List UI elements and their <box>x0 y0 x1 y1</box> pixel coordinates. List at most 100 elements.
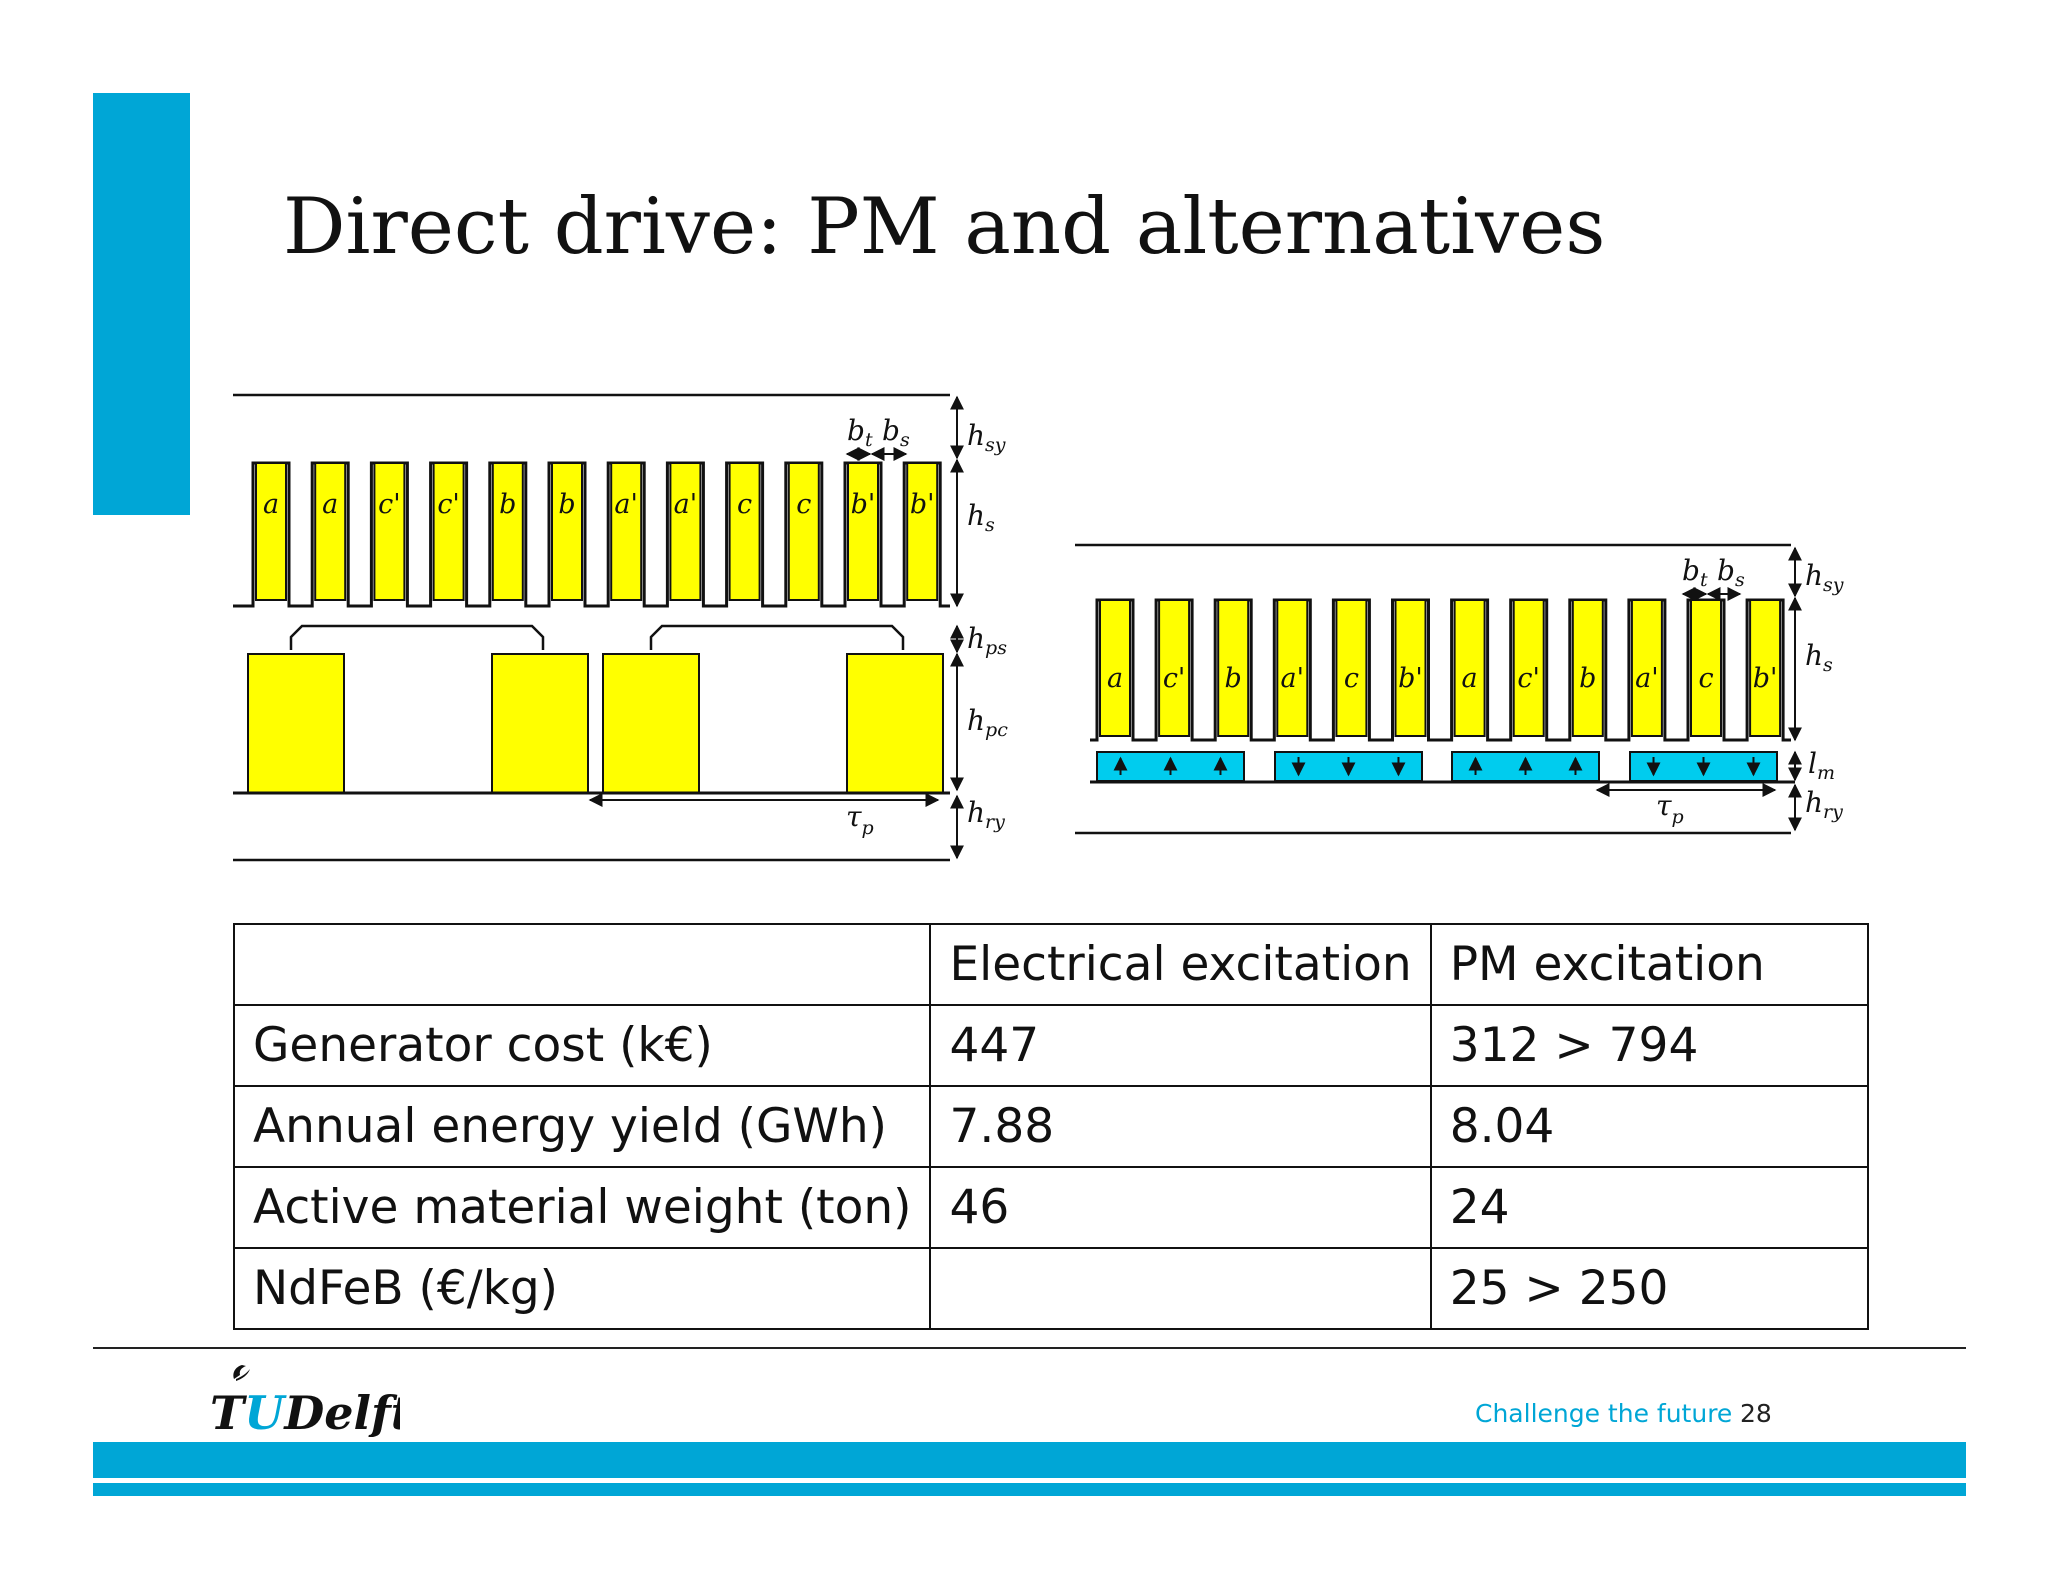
table-cell: 46 <box>929 1166 1432 1249</box>
pm-slot-coil <box>1217 599 1250 737</box>
table-row: Annual energy yield (GWh) 7.88 8.04 <box>232 1085 1869 1168</box>
slot-coil <box>847 462 879 601</box>
slot-label: a' <box>614 489 638 520</box>
bt-label: bt <box>847 414 873 451</box>
pm-slot-label: a <box>1107 663 1123 694</box>
logo-t: T <box>210 1386 248 1437</box>
table-cell: Generator cost (k€) <box>232 1004 932 1087</box>
pm-slot-label: c' <box>1517 663 1540 694</box>
pm-slot-label: c <box>1698 663 1713 694</box>
pm-stator-tooth-outline <box>1090 598 1791 742</box>
footer-band <box>93 1442 1966 1478</box>
slot-label: b' <box>851 489 876 520</box>
pm-slot-label: b <box>1225 663 1242 694</box>
pole-coil <box>846 653 944 794</box>
table-header-cell <box>232 923 932 1006</box>
svg-text:TUDelft: TUDelft <box>210 1386 400 1437</box>
table-cell: 312 > 794 <box>1429 1004 1869 1087</box>
pole-shoe-left <box>289 624 545 650</box>
slot-label: a <box>263 489 279 520</box>
footer-strip <box>93 1483 1966 1496</box>
table-cell: Active material weight (ton) <box>232 1166 932 1249</box>
hsy-label: hsy <box>967 419 1006 456</box>
hry-label: hry <box>967 796 1005 833</box>
tu-delft-logo: TUDelft <box>210 1365 400 1437</box>
table-header-cell: Electrical excitation <box>929 923 1432 1006</box>
slot-coil <box>728 462 761 601</box>
slot-label: b' <box>910 489 935 520</box>
table-row: NdFeB (€/kg) 25 > 250 <box>232 1247 1869 1330</box>
pm-slot-label: b <box>1579 663 1596 694</box>
hpc-label: hpc <box>967 704 1008 741</box>
slide-title: Direct drive: PM and alternatives <box>283 182 1606 272</box>
table-header-row: Electrical excitation PM excitation <box>232 923 1869 1006</box>
comparison-table: Electrical excitation PM excitation Gene… <box>232 923 1869 1330</box>
pm-slot-label: a' <box>1281 663 1305 694</box>
slot-label: c <box>737 489 752 520</box>
slot-label: a' <box>674 489 698 520</box>
pm-slot-coil <box>1512 599 1545 737</box>
pm-hsy-label: hsy <box>1805 559 1844 596</box>
pm-hs-label: hs <box>1805 639 1833 676</box>
pm-hry-label: hry <box>1805 786 1843 823</box>
logo-u: U <box>244 1386 287 1437</box>
slot-coil <box>906 462 939 601</box>
electrical-excitation-diagram: a a c' c' b b a' a' c c b' b' bt bs hsy hs hps hpc … <box>233 393 1008 862</box>
table-row: Generator cost (k€) 447 312 > 794 <box>232 1004 1869 1087</box>
pm-excitation-diagram: a c' b a' c b' a c' b a' c b' bt bs hsy hs lm hry τ… <box>1075 543 1844 835</box>
pm-slot-coil <box>1335 599 1368 737</box>
table-cell: Annual energy yield (GWh) <box>232 1085 932 1168</box>
slot-coil <box>610 462 643 601</box>
pm-slot-coil <box>1690 599 1722 737</box>
pm-slot-label: a' <box>1635 663 1659 694</box>
accent-bar <box>93 93 190 515</box>
pm-bt-label: bt <box>1682 554 1708 591</box>
pole-coil <box>602 653 700 794</box>
pole-shoe-right <box>649 624 905 650</box>
logo-delft: Delft <box>282 1386 400 1437</box>
pm-slot-coil <box>1099 599 1131 737</box>
slot-coil <box>255 462 287 601</box>
slot-coil <box>491 462 524 601</box>
tau-p-label: τp <box>846 800 874 839</box>
table-row: Active material weight (ton) 46 24 <box>232 1166 1869 1249</box>
hps-label: hps <box>967 622 1007 659</box>
table-cell <box>929 1247 1432 1330</box>
table-cell: 447 <box>929 1004 1432 1087</box>
slot-label: c <box>796 489 811 520</box>
slot-coil <box>669 462 702 601</box>
table-cell: 24 <box>1429 1166 1869 1249</box>
pm-slot-coil <box>1276 599 1309 737</box>
pm-slot-label: b' <box>1398 663 1423 694</box>
table-cell: 7.88 <box>929 1085 1432 1168</box>
slot-coil <box>373 462 406 601</box>
pm-slot-coil <box>1453 599 1486 737</box>
pm-slot-coil <box>1394 599 1427 737</box>
slot-coil <box>787 462 820 601</box>
slot-coil <box>551 462 583 601</box>
slot-label: b <box>558 489 575 520</box>
slot-label: b <box>499 489 516 520</box>
pm-slot-coil <box>1630 599 1663 737</box>
table-cell: 8.04 <box>1429 1085 1869 1168</box>
pm-slot-label: a <box>1462 663 1478 694</box>
pm-bs-label: bs <box>1717 554 1745 591</box>
slot-label: c' <box>378 489 401 520</box>
pm-slot-label: b' <box>1753 663 1778 694</box>
bs-label: bs <box>882 414 910 451</box>
pm-slot-label: c <box>1344 663 1359 694</box>
pm-lm-label: lm <box>1808 747 1835 784</box>
flame-icon <box>233 1365 250 1381</box>
slot-label: a <box>322 489 338 520</box>
table-header-cell: PM excitation <box>1429 923 1869 1006</box>
pole-coil <box>491 653 589 794</box>
hs-label: hs <box>967 499 995 536</box>
stator-tooth-outline <box>233 461 950 608</box>
slot-label: c' <box>437 489 460 520</box>
slot-coil <box>432 462 465 601</box>
footer-rule <box>93 1347 1966 1349</box>
pm-slot-coil <box>1749 599 1782 737</box>
pm-tau-p-label: τp <box>1656 789 1684 828</box>
pm-slot-label: c' <box>1163 663 1186 694</box>
footer-tagline: Challenge the future <box>1475 1399 1733 1428</box>
